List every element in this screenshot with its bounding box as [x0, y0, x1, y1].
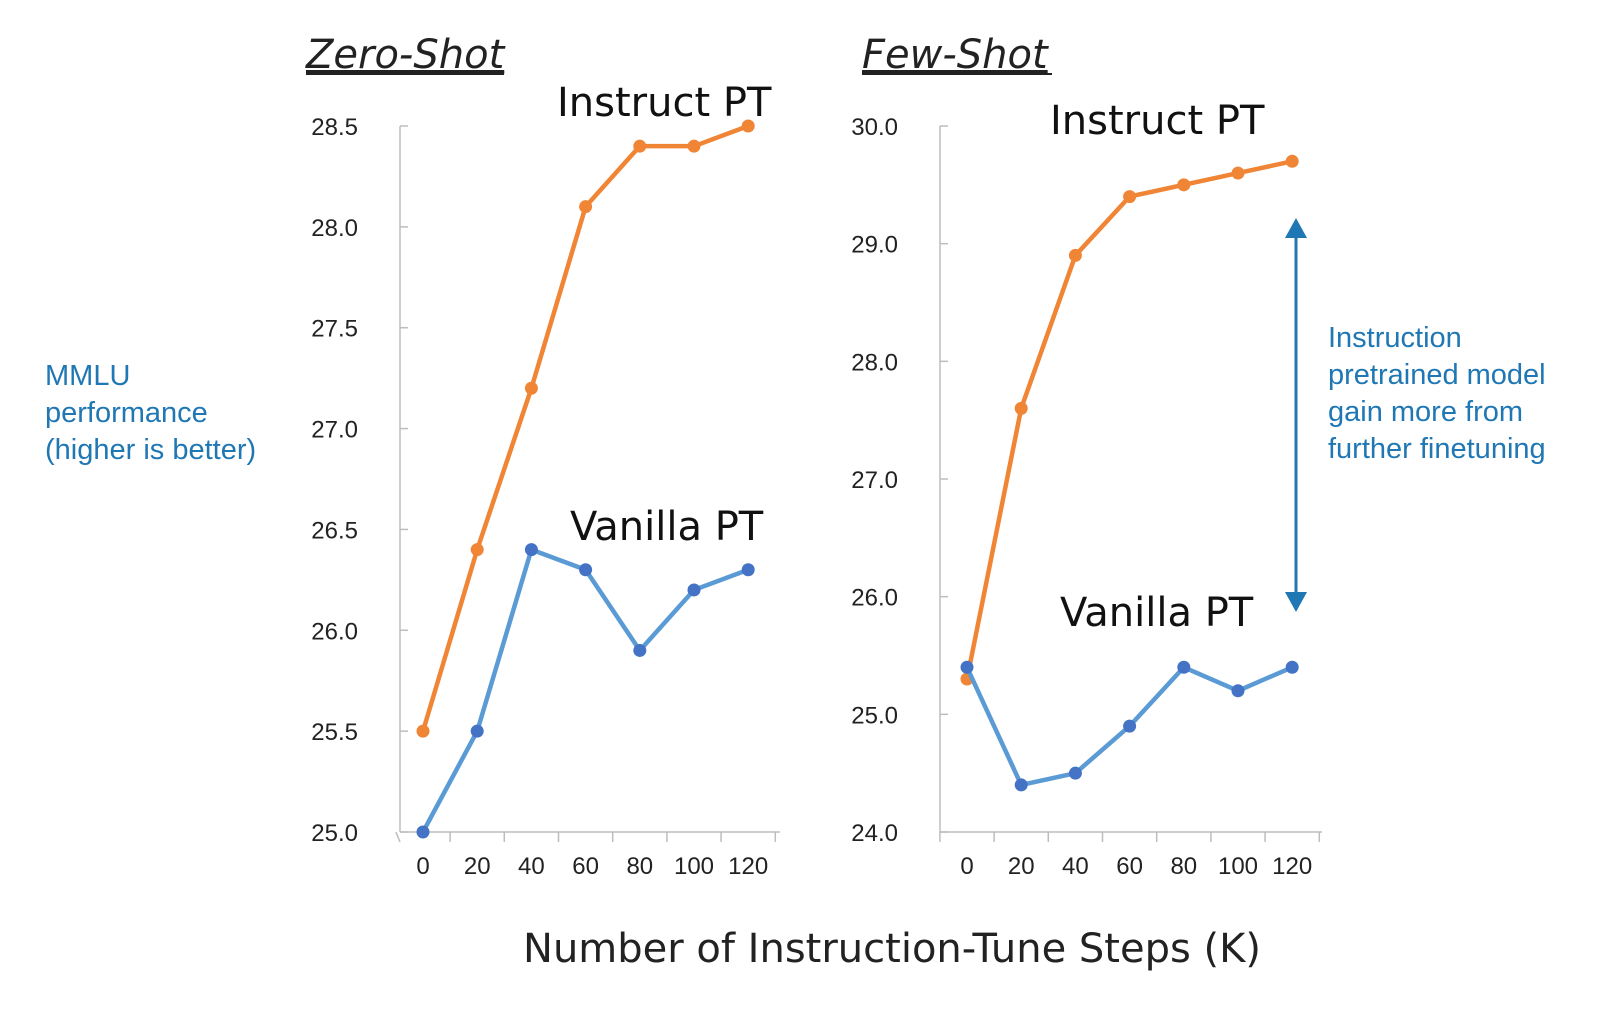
few-shot-y-tick-label: 24.0	[851, 820, 898, 847]
zero-shot-instruct-pt-point	[524, 381, 538, 395]
zero-shot-vanilla-pt-label: Vanilla PT	[570, 504, 764, 550]
zero-shot-instruct-pt-point	[687, 139, 701, 153]
zero-shot-vanilla-pt-point	[633, 643, 647, 657]
zero-shot-x-tick-label: 40	[518, 853, 545, 880]
zero-shot-vanilla-pt-series	[416, 543, 755, 839]
zero-shot-instruct-pt-point	[741, 119, 755, 133]
zero-shot-instruct-pt-line	[420, 123, 749, 732]
zero-shot-instruct-pt-label: Instruct PT	[557, 80, 772, 126]
few-shot-x-tick-label: 40	[1062, 853, 1089, 880]
zero-shot-x-tick-label: 100	[674, 853, 714, 880]
zero-shot-x-tick-label: 20	[464, 853, 491, 880]
few-shot-title: Few-Shot	[862, 32, 1049, 78]
few-shot-instruct-pt-label: Instruct PT	[1050, 98, 1265, 144]
gain-annotation: Instruction pretrained model gain more f…	[1285, 218, 1546, 612]
few-shot-instruct-pt-series	[960, 154, 1299, 686]
few-shot-x-tick-label: 80	[1170, 853, 1197, 880]
gain-arrow-head-down	[1285, 592, 1307, 612]
gain-note-line-4: further finetuning	[1328, 433, 1546, 465]
few-shot-instruct-pt-point	[1014, 401, 1028, 415]
gain-note-line-2: pretrained model	[1328, 359, 1546, 391]
x-axis-label: Number of Instruction-Tune Steps (K)	[523, 926, 1261, 972]
few-shot-y-tick-label: 26.0	[851, 585, 898, 612]
few-shot-x-tick-label: 60	[1116, 853, 1143, 880]
few-shot-instruct-pt-point	[1285, 154, 1299, 168]
gain-arrow-head-up	[1285, 218, 1307, 238]
few-shot-vanilla-pt-point	[960, 660, 974, 674]
zero-shot-y-tick-label: 26.0	[311, 618, 358, 645]
zero-shot-vanilla-pt-point	[524, 543, 538, 557]
zero-shot-instruct-pt-series	[416, 119, 755, 738]
zero-shot-vanilla-pt-point	[416, 825, 430, 839]
few-shot-x-tick-label: 100	[1218, 853, 1258, 880]
zero-shot-panel: Zero-Shot 25.0 25.5 26.0 26.5 27.0 27.5 28.0 28.…	[305, 32, 780, 880]
few-shot-instruct-pt-point	[1123, 190, 1137, 204]
few-shot-vanilla-pt-point	[1285, 660, 1299, 674]
zero-shot-x-tick-mark	[395, 831, 401, 843]
few-shot-instruct-pt-point	[1231, 166, 1245, 180]
zero-shot-x-tick-label: 0	[416, 853, 429, 880]
few-shot-y-tick-label: 27.0	[851, 467, 898, 494]
zero-shot-instruct-pt-point	[579, 200, 593, 214]
few-shot-vanilla-pt-label: Vanilla PT	[1060, 590, 1254, 636]
zero-shot-y-tick-label: 25.5	[311, 719, 358, 746]
few-shot-x-tick-label: 20	[1008, 853, 1035, 880]
y-axis-label-line-3: (higher is better)	[45, 434, 256, 466]
zero-shot-y-tick-label: 27.5	[311, 316, 358, 343]
few-shot-x-tick-label: 0	[960, 853, 973, 880]
zero-shot-x-tick-label: 80	[626, 853, 653, 880]
zero-shot-instruct-pt-point	[416, 724, 430, 738]
few-shot-y-tick-label: 25.0	[851, 702, 898, 729]
y-axis-label: MMLU performance (higher is better)	[45, 360, 256, 466]
few-shot-y-tick-label: 28.0	[851, 349, 898, 376]
zero-shot-x-tick-label: 120	[728, 853, 768, 880]
few-shot-vanilla-pt-point	[1231, 684, 1245, 698]
few-shot-y-tick-label: 29.0	[851, 232, 898, 259]
gain-note-line-1: Instruction	[1328, 322, 1462, 354]
few-shot-vanilla-pt-point	[1123, 719, 1137, 733]
zero-shot-instruct-pt-point	[633, 139, 647, 153]
zero-shot-vanilla-pt-point	[579, 563, 593, 577]
y-axis-label-line-2: performance	[45, 397, 208, 429]
zero-shot-y-tick-label: 27.0	[311, 417, 358, 444]
zero-shot-y-tick-label: 28.5	[311, 114, 358, 141]
zero-shot-vanilla-pt-point	[741, 563, 755, 577]
gain-note-line-3: gain more from	[1328, 396, 1523, 428]
zero-shot-y-tick-label: 25.0	[311, 820, 358, 847]
few-shot-instruct-pt-point	[1177, 178, 1191, 192]
zero-shot-vanilla-pt-point	[470, 724, 484, 738]
few-shot-y-tick-label: 30.0	[851, 114, 898, 141]
zero-shot-instruct-pt-point	[470, 543, 484, 557]
few-shot-panel: Few-Shot 24.0 25.0 26.0 27.0 28.0 29.0 30.0 0 20 4…	[851, 32, 1322, 880]
zero-shot-title: Zero-Shot	[305, 32, 506, 78]
y-axis-label-line-1: MMLU	[45, 360, 130, 392]
zero-shot-y-tick-label: 28.0	[311, 215, 358, 242]
few-shot-vanilla-pt-series	[960, 660, 1299, 792]
few-shot-instruct-pt-point	[1068, 248, 1082, 262]
few-shot-vanilla-pt-point	[1014, 778, 1028, 792]
zero-shot-x-tick-label: 60	[572, 853, 599, 880]
zero-shot-y-tick-label: 26.5	[311, 517, 358, 544]
few-shot-vanilla-pt-point	[1177, 660, 1191, 674]
few-shot-x-tick-label: 120	[1272, 853, 1312, 880]
few-shot-vanilla-pt-point	[1068, 766, 1082, 780]
zero-shot-vanilla-pt-point	[687, 583, 701, 597]
